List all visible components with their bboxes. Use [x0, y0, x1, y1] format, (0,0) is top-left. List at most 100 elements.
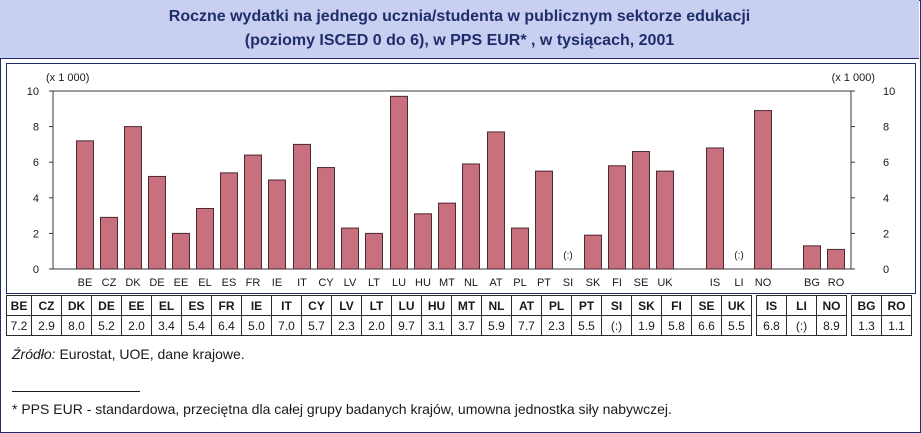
bar-se [632, 151, 650, 270]
x-tick-label-si: SI [563, 277, 573, 289]
bar-fr [244, 154, 262, 270]
bar-pt [535, 170, 553, 270]
bar-fi [608, 165, 626, 270]
bar-lu [390, 95, 408, 270]
x-tick-label-it: IT [297, 277, 307, 289]
bar-cy [317, 167, 335, 270]
data-table: BE CZ DK DE EE EL ES FR IE IT CY LV LT LU HU MT NL AT PL PT… [6, 295, 912, 336]
code-cell-fi: FI [661, 295, 692, 316]
code-cell-de: DE [91, 295, 122, 316]
value-cell-se: 6.6 [691, 315, 722, 336]
bar-ro [827, 248, 845, 270]
code-cell-uk: UK [721, 295, 752, 316]
x-tick-label-mt: MT [439, 277, 455, 289]
y-unit-label-right: (x 1 000) [832, 72, 875, 84]
x-tick-label-fi: FI [612, 277, 622, 289]
x-tick-label-uk: UK [657, 277, 673, 289]
x-tick-label-ro: RO [828, 277, 845, 289]
x-tick-label-pl: PL [513, 277, 526, 289]
chart-area: 0 0 2 2 4 4 6 6 8 8 10 10 (x 1 000) (x 1 000) BE CZ DK DE… [6, 63, 916, 294]
code-cell-be: BE [6, 295, 32, 316]
value-cell-cy: 5.7 [301, 315, 332, 336]
bar-be [76, 140, 94, 270]
code-cell-se: SE [691, 295, 722, 316]
x-tick-label-de: DE [149, 277, 164, 289]
country-code-row: BE CZ DK DE EE EL ES FR IE IT CY LV LT LU HU MT NL AT PL PT… [6, 295, 912, 316]
footnote-separator [12, 391, 140, 392]
x-tick-label-at: AT [489, 277, 503, 289]
footnote: * PPS EUR - standardowa, przeciętna dla … [12, 401, 672, 417]
code-cell-lt: LT [361, 295, 392, 316]
bar-uk [656, 170, 674, 270]
code-cell-lu: LU [391, 295, 422, 316]
bar-bg [803, 245, 821, 270]
value-cell-si: (:) [601, 315, 632, 336]
value-cell-is: 6.8 [756, 315, 787, 336]
y-tick-label-left: 8 [33, 122, 39, 134]
value-cell-pt: 5.5 [571, 315, 602, 336]
value-cell-it: 7.0 [271, 315, 302, 336]
value-cell-be: 7.2 [6, 315, 32, 336]
y-tick-label-right: 6 [883, 157, 889, 169]
x-tick-label-lv: LV [344, 277, 357, 289]
code-cell-ro: RO [881, 295, 912, 316]
y-tick-label-right: 0 [883, 264, 889, 276]
code-cell-cz: CZ [31, 295, 62, 316]
code-cell-ie: IE [241, 295, 272, 316]
bar-lt [365, 232, 383, 270]
bar-sk [584, 234, 602, 270]
value-cell-ro: 1.1 [881, 315, 912, 336]
x-tick-label-dk: DK [125, 277, 141, 289]
x-tick-label-nl: NL [464, 277, 478, 289]
code-cell-no: NO [816, 295, 847, 316]
x-tick-label-cz: CZ [102, 277, 117, 289]
value-cell-el: 3.4 [151, 315, 182, 336]
code-cell-li: LI [786, 295, 817, 316]
value-cell-cz: 2.9 [31, 315, 62, 336]
bar-de [148, 175, 166, 270]
y-tick-label-right: 2 [883, 228, 889, 240]
value-cell-de: 5.2 [91, 315, 122, 336]
value-cell-uk: 5.5 [721, 315, 752, 336]
y-tick-label-left: 2 [33, 228, 39, 240]
y-tick-label-left: 10 [27, 86, 39, 98]
bar-ie [268, 179, 286, 270]
code-cell-pl: PL [541, 295, 572, 316]
x-tick-label-pt: PT [537, 277, 551, 289]
value-cell-li: (:) [786, 315, 817, 336]
value-cell-es: 5.4 [181, 315, 212, 336]
bar-it [293, 143, 311, 270]
x-tick-label-sk: SK [586, 277, 601, 289]
value-cell-nl: 5.9 [481, 315, 512, 336]
code-cell-ee: EE [121, 295, 152, 316]
code-cell-el: EL [151, 295, 182, 316]
chart-title-line-2: (poziomy ISCED 0 do 6), w PPS EUR* , w t… [244, 32, 675, 49]
missing-marker-li: (:) [734, 250, 743, 261]
x-tick-label-is: IS [710, 277, 720, 289]
code-cell-it: IT [271, 295, 302, 316]
code-cell-pt: PT [571, 295, 602, 316]
code-cell-bg: BG [851, 295, 882, 316]
value-cell-at: 7.7 [511, 315, 542, 336]
bar-lv [341, 227, 359, 270]
value-row: 7.2 2.9 8.0 5.2 2.0 3.4 5.4 6.4 5.0 7.0 5.7 2.3 2.0 9… [6, 315, 912, 336]
bar-chart: 0 0 2 2 4 4 6 6 8 8 10 10 (x 1 000) (x 1 000) BE CZ DK DE… [27, 72, 896, 289]
code-cell-sk: SK [631, 295, 662, 316]
value-cell-fi: 5.8 [661, 315, 692, 336]
missing-marker-si: (:) [563, 250, 572, 261]
bar-es [220, 172, 238, 270]
source-text: Eurostat, UOE, dane krajowe. [55, 346, 245, 362]
y-tick-label-left: 4 [33, 193, 39, 205]
y-unit-label-left: (x 1 000) [46, 72, 89, 84]
value-cell-ie: 5.0 [241, 315, 272, 336]
code-cell-at: AT [511, 295, 542, 316]
bar-el [196, 207, 214, 270]
value-cell-lu: 9.7 [391, 315, 422, 336]
y-tick-label-left: 6 [33, 157, 39, 169]
code-cell-mt: MT [451, 295, 482, 316]
x-tick-label-se: SE [634, 277, 649, 289]
x-tick-label-bg: BG [804, 277, 820, 289]
bar-cz [100, 216, 118, 270]
value-cell-ee: 2.0 [121, 315, 152, 336]
bar-no [754, 110, 772, 270]
